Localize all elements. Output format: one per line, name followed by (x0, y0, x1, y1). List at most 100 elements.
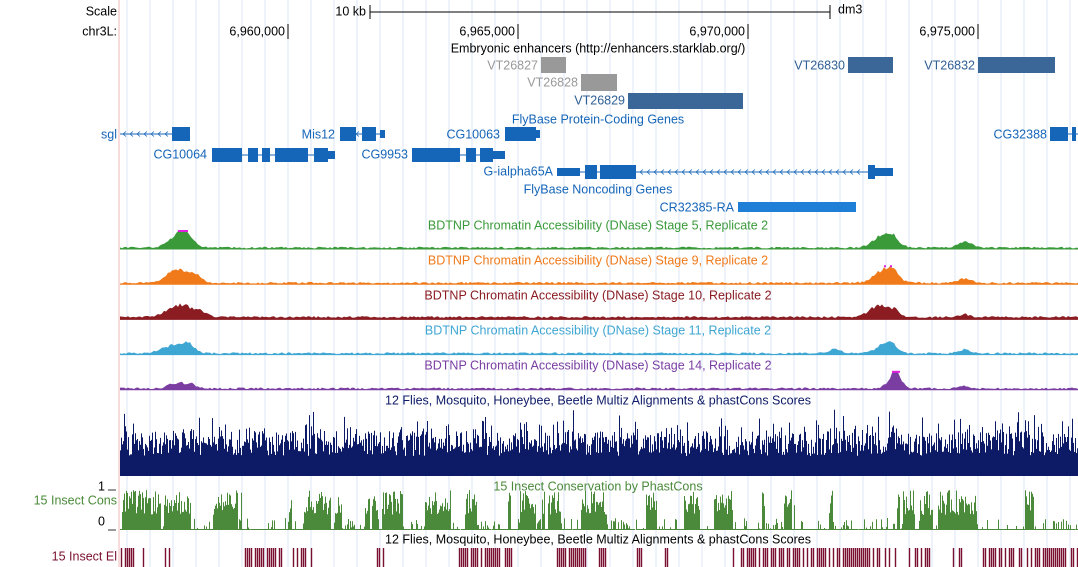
scale-bar-label: 10 kb (335, 4, 366, 18)
track-title: BDTNP Chromatin Accessibility (DNase) St… (424, 358, 771, 372)
strand-arrow (136, 131, 141, 137)
track-title: BDTNP Chromatin Accessibility (DNase) St… (428, 253, 768, 267)
utr (380, 130, 385, 138)
exon (248, 148, 258, 162)
strand-arrow (653, 169, 658, 175)
strand-arrow (856, 169, 861, 175)
gene-label: G-ialpha65A (484, 164, 554, 178)
strand-arrow (786, 169, 791, 175)
ruler-ticks (287, 24, 979, 39)
gene-label: CG10063 (446, 127, 500, 141)
strand-arrow (688, 169, 693, 175)
strand-arrow (842, 169, 847, 175)
exon (868, 165, 875, 179)
exon (1072, 127, 1076, 141)
noncoding-gene[interactable] (738, 202, 856, 212)
feature-label: VT26827 (487, 58, 538, 72)
exon (340, 127, 356, 141)
feature-label: VT26832 (924, 58, 975, 72)
ruler-tick-label: 6,970,000 (689, 24, 745, 38)
exon (362, 127, 376, 141)
scale-bar (369, 5, 831, 19)
strand-arrow (737, 169, 742, 175)
gene-models (120, 127, 1078, 179)
strand-arrow (807, 169, 812, 175)
clip-marker (186, 230, 188, 232)
clip-marker (884, 265, 886, 268)
strand-arrow (164, 131, 169, 137)
signal-area (120, 266, 1078, 285)
enhancer[interactable] (541, 57, 566, 73)
gene-label: sgl (101, 127, 117, 141)
gene-label: CG32388 (993, 127, 1047, 141)
clip-marker (898, 370, 900, 373)
utr (536, 130, 540, 138)
strand-arrow (646, 169, 651, 175)
track-title: BDTNP Chromatin Accessibility (DNase) St… (428, 218, 768, 232)
strand-arrow (793, 169, 798, 175)
strand-arrow (751, 169, 756, 175)
signal-area (120, 231, 1078, 249)
strand-arrow (779, 169, 784, 175)
strand-arrow (674, 169, 679, 175)
exon (314, 148, 328, 162)
feature-label: VT26830 (794, 58, 845, 72)
strand-arrow (772, 169, 777, 175)
strand-arrow (702, 169, 707, 175)
track-side-label: 15 Insect El (52, 549, 117, 563)
track-title: FlyBase Noncoding Genes (524, 182, 673, 196)
clip-marker (896, 370, 898, 373)
clip-marker (892, 370, 894, 373)
ruler-tick-label: 6,975,000 (919, 24, 975, 38)
track-title: 12 Flies, Mosquito, Honeybee, Beetle Mul… (385, 393, 811, 407)
strand-arrow (758, 169, 763, 175)
strand-arrow (849, 169, 854, 175)
strand-arrow (660, 169, 665, 175)
strand-arrow (681, 169, 686, 175)
utr (557, 168, 580, 176)
signal-tracks: BDTNP Chromatin Accessibility (DNase) St… (120, 218, 1078, 567)
clip-marker (890, 265, 892, 268)
track-side-label: 15 Insect Cons (34, 493, 117, 507)
axis-label: 1 (98, 479, 105, 493)
gene-label: Mis12 (302, 127, 335, 141)
exon (466, 148, 476, 162)
signal-area (120, 371, 1078, 390)
ruler-tick-label: 6,960,000 (229, 24, 285, 38)
track-title: 15 Insect Conservation by PhastCons (493, 479, 702, 493)
clip-marker (178, 230, 180, 232)
exon (505, 127, 536, 141)
exon (262, 148, 270, 162)
enhancer[interactable] (628, 93, 743, 109)
utr (875, 168, 893, 176)
strand-arrow (835, 169, 840, 175)
strand-arrow (122, 131, 127, 137)
strand-arrow (716, 169, 721, 175)
ruler-tick-label: 6,965,000 (459, 24, 515, 38)
strand-arrow (744, 169, 749, 175)
clip-marker (182, 230, 184, 232)
clip-marker (180, 230, 182, 232)
scale-label: Scale (86, 4, 117, 18)
strand-arrow (667, 169, 672, 175)
exon (585, 165, 597, 179)
conservation-bars (120, 490, 1078, 530)
exon (275, 148, 308, 162)
enhancer[interactable] (978, 57, 1055, 73)
enhancer[interactable] (848, 57, 893, 73)
alignment-density (120, 409, 1078, 476)
strand-arrow (730, 169, 735, 175)
track-title: 12 Flies, Mosquito, Honeybee, Beetle Mul… (385, 532, 811, 546)
strand-arrow (821, 169, 826, 175)
strand-arrow (143, 131, 148, 137)
gene-label: CR32385-RA (660, 200, 735, 214)
clip-marker (184, 230, 186, 232)
exon (480, 148, 493, 162)
enhancer[interactable] (581, 74, 617, 91)
strand-arrow (639, 169, 644, 175)
strand-arrow (709, 169, 714, 175)
strand-arrow (150, 131, 155, 137)
track-title: Embryonic enhancers (http://enhancers.st… (451, 41, 746, 55)
